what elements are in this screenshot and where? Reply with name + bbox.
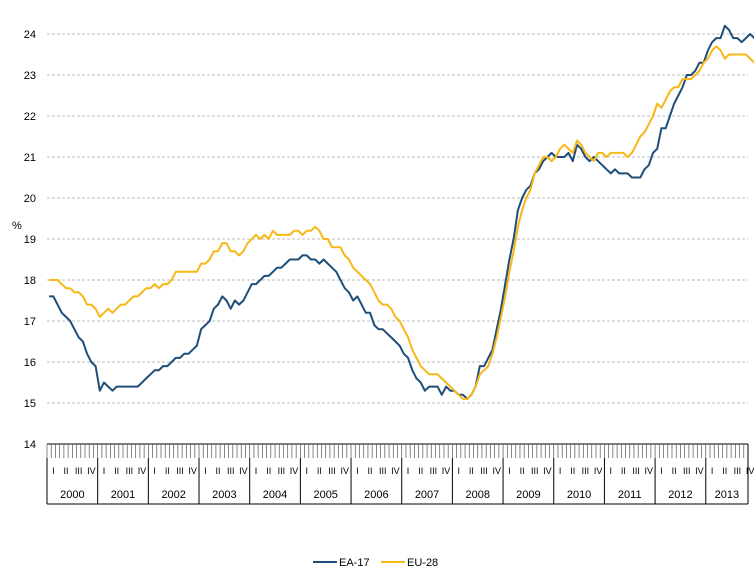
y-tick-label: 15 xyxy=(24,398,36,410)
quarter-label: IV xyxy=(138,466,147,476)
quarter-label: IV xyxy=(188,466,197,476)
x-axis: I II III IV I II III IV I II III IV I II III IV I II III IV… xyxy=(46,443,754,505)
quarter-label: III xyxy=(582,466,590,476)
year-label: 2008 xyxy=(465,489,489,501)
quarter-label: II xyxy=(520,466,525,476)
quarter-label: IV xyxy=(290,466,299,476)
year-label: 2004 xyxy=(263,489,287,501)
y-tick-label: 24 xyxy=(24,29,36,41)
quarter-label: III xyxy=(227,466,235,476)
legend-label: EU-28 xyxy=(407,557,438,569)
quarter-label: II xyxy=(63,466,68,476)
quarter-label: III xyxy=(75,466,83,476)
year-label: 2011 xyxy=(618,489,642,501)
quarter-label: II xyxy=(418,466,423,476)
y-tick-label: 22 xyxy=(24,111,36,123)
year-label: 2000 xyxy=(60,489,84,501)
quarter-label: I xyxy=(356,466,359,476)
quarter-label: III xyxy=(328,466,336,476)
quarter-label: II xyxy=(570,466,575,476)
quarter-label: III xyxy=(531,466,539,476)
year-label: 2002 xyxy=(161,489,185,501)
quarter-label: II xyxy=(114,466,119,476)
y-tick-label: 20 xyxy=(24,193,36,205)
y-tick-label: 14 xyxy=(24,439,36,451)
quarter-label: I xyxy=(660,466,663,476)
quarter-label: II xyxy=(621,466,626,476)
quarter-label: II xyxy=(216,466,221,476)
quarter-label: IV xyxy=(391,466,400,476)
quarter-label: III xyxy=(430,466,438,476)
quarter-label: IV xyxy=(87,466,96,476)
quarter-label: IV xyxy=(746,466,754,476)
year-label: 2012 xyxy=(668,489,692,501)
quarter-label: I xyxy=(52,466,55,476)
legend: EA-17 EU-28 xyxy=(313,557,438,569)
quarter-label: I xyxy=(711,466,714,476)
quarter-label: I xyxy=(204,466,207,476)
year-label: 2009 xyxy=(516,489,540,501)
quarter-label: IV xyxy=(543,466,552,476)
quarter-label: IV xyxy=(695,466,704,476)
quarter-label: III xyxy=(126,466,134,476)
series-line-ea-17 xyxy=(49,24,754,400)
quarter-label: IV xyxy=(492,466,501,476)
year-label: 2003 xyxy=(212,489,236,501)
y-tick-label: 18 xyxy=(24,275,36,287)
quarter-label: II xyxy=(469,466,474,476)
quarter-label: II xyxy=(165,466,170,476)
legend-label: EA-17 xyxy=(339,557,370,569)
quarter-label: IV xyxy=(340,466,349,476)
quarter-label: II xyxy=(722,466,727,476)
quarter-label: II xyxy=(266,466,271,476)
gridlines xyxy=(47,33,748,404)
quarter-label: I xyxy=(407,466,410,476)
year-label: 2001 xyxy=(111,489,135,501)
quarter-label: I xyxy=(508,466,511,476)
quarter-label: IV xyxy=(645,466,654,476)
y-tick-label: 17 xyxy=(24,316,36,328)
year-label: 2005 xyxy=(313,489,337,501)
year-label: 2010 xyxy=(567,489,591,501)
quarter-label: IV xyxy=(594,466,603,476)
quarter-label: III xyxy=(734,466,742,476)
quarter-label: I xyxy=(609,466,612,476)
year-label: 2006 xyxy=(364,489,388,501)
y-tick-label: 23 xyxy=(24,70,36,82)
quarter-label: III xyxy=(379,466,387,476)
y-axis: % 14 15 16 17 18 19 20 21 22 23 24 xyxy=(12,29,36,451)
quarter-label: I xyxy=(305,466,308,476)
year-label: 2013 xyxy=(715,489,739,501)
y-tick-label: 21 xyxy=(24,152,36,164)
quarter-label: IV xyxy=(239,466,248,476)
quarter-label: III xyxy=(176,466,184,476)
quarter-label: III xyxy=(278,466,286,476)
series-lines xyxy=(49,24,754,400)
quarter-label: I xyxy=(255,466,258,476)
quarter-label: I xyxy=(559,466,562,476)
quarter-label: II xyxy=(672,466,677,476)
quarter-label: I xyxy=(153,466,156,476)
quarter-label: III xyxy=(632,466,640,476)
quarter-label: IV xyxy=(442,466,451,476)
quarter-label: III xyxy=(480,466,488,476)
quarter-label: II xyxy=(317,466,322,476)
quarter-label: II xyxy=(368,466,373,476)
quarter-label: I xyxy=(103,466,106,476)
series-line-eu-28 xyxy=(49,45,754,400)
quarter-label: III xyxy=(683,466,691,476)
y-axis-title: % xyxy=(12,220,22,232)
year-label: 2007 xyxy=(415,489,439,501)
quarter-label: I xyxy=(457,466,460,476)
y-tick-label: 16 xyxy=(24,357,36,369)
y-tick-label: 19 xyxy=(24,234,36,246)
